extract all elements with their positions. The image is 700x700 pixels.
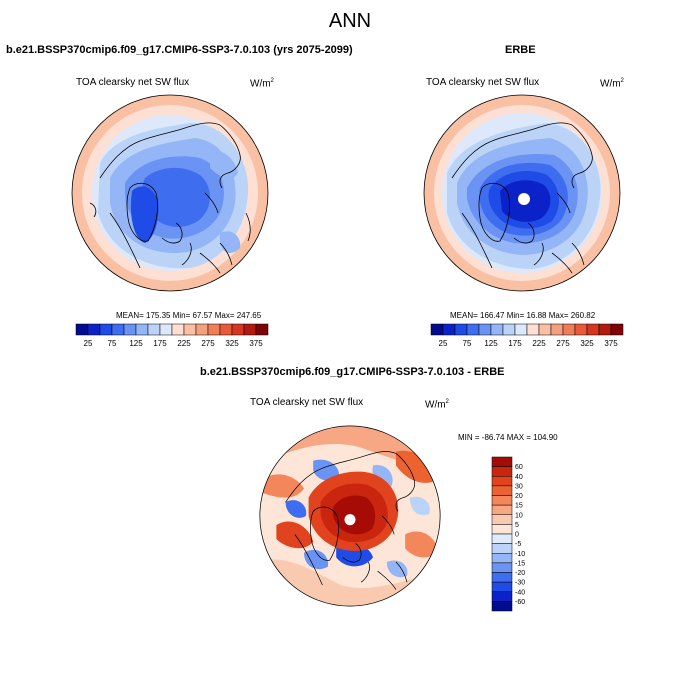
colorbar-cell [111,323,125,336]
colorbar-tick-label: 375 [249,339,263,348]
colorbar-cell [255,323,269,336]
colorbar-tick-label: -40 [515,589,525,596]
colorbar-cell [538,323,552,336]
colorbar-tick-label: -5 [515,541,521,548]
colorbar-tick-label: 275 [201,339,215,348]
colorbar-cell [610,323,624,336]
panel1-case-title: b.e21.BSSP370cmip6.f09_g17.CMIP6-SSP3-7.… [6,44,353,56]
colorbar-tick-label: 75 [463,339,472,348]
panel1-field-label: TOA clearsky net SW flux [76,77,190,88]
colorbar-cell [491,553,513,564]
colorbar-cell [466,323,480,336]
colorbar-cell [430,323,444,336]
colorbar-cell [491,591,513,602]
colorbar-cell [491,504,513,515]
colorbar-tick-label: 75 [108,339,117,348]
colorbar-cell [454,323,468,336]
colorbar-cell [562,323,576,336]
colorbar-cell [123,323,137,336]
panel2-case-title: ERBE [505,44,536,56]
panel2-colorbar: 25 75 125 175 225 275 325 375 [430,323,624,348]
colorbar-tick-label: 125 [129,339,143,348]
panel3-polar-map [259,425,441,607]
panel2-stats: MEAN= 166.47 Min= 16.88 Max= 260.82 [450,311,596,320]
panel1-colorbar: 25 75 125 175 225 275 325 375 [75,323,269,348]
colorbar-tick-label: -60 [515,599,525,606]
colorbar-cell [491,533,513,544]
colorbar-tick-label: 225 [532,339,546,348]
colorbar-tick-label: 20 [515,493,523,500]
colorbar-tick-label: 25 [84,339,93,348]
colorbar-cell [550,323,564,336]
colorbar-cell [490,323,504,336]
colorbar-cell [491,466,513,477]
colorbar-cell [514,323,528,336]
colorbar-tick-label: 325 [580,339,594,348]
colorbar-tick-label: 40 [515,474,523,481]
colorbar-tick-label: 15 [515,503,523,510]
colorbar-tick-label: 325 [225,339,239,348]
colorbar-cell [526,323,540,336]
panel3-colorbar: 60 40 30 20 15 10 5 0 -5 -10 -15 -20 -30 -40 -60 [491,456,525,612]
colorbar-cell [219,323,233,336]
colorbar-tick-label: 5 [515,522,519,529]
colorbar-tick-label: 0 [515,532,519,539]
colorbar-cell [491,601,513,612]
colorbar-cell [171,323,185,336]
colorbar-cell [502,323,516,336]
colorbar-tick-label: -15 [515,560,525,567]
colorbar-cell [491,562,513,573]
colorbar-cell [147,323,161,336]
colorbar-cell [491,543,513,554]
colorbar-cell [491,572,513,583]
colorbar-cell [598,323,612,336]
colorbar-tick-label: -10 [515,551,525,558]
colorbar-cell [586,323,600,336]
colorbar-cell [491,485,513,496]
colorbar-tick-label: 10 [515,512,523,519]
panel3-field-label: TOA clearsky net SW flux [250,397,364,408]
colorbar-cell [491,476,513,487]
panel2-field-label: TOA clearsky net SW flux [426,77,540,88]
colorbar-tick-label: 60 [515,464,523,471]
colorbar-cell [207,323,221,336]
colorbar-tick-label: -30 [515,580,525,587]
colorbar-cell [491,524,513,535]
colorbar-cell [491,456,513,467]
colorbar-tick-label: 125 [484,339,498,348]
colorbar-tick-label: -20 [515,570,525,577]
panel3-units: W/m2 [425,399,449,411]
colorbar-cell [491,495,513,506]
colorbar-tick-label: 375 [604,339,618,348]
colorbar-tick-label: 175 [508,339,522,348]
panel3-case-title: b.e21.BSSP370cmip6.f09_g17.CMIP6-SSP3-7.… [200,366,505,378]
colorbar-cell [491,581,513,592]
colorbar-cell [491,514,513,525]
colorbar-cell [478,323,492,336]
panel2-units: W/m2 [600,78,624,90]
panel1-stats: MEAN= 175.35 Min= 67.57 Max= 247.65 [116,311,262,320]
colorbar-tick-label: 175 [153,339,167,348]
colorbar-tick-label: 225 [177,339,191,348]
panel2-polar-map [423,94,621,292]
colorbar-cell [183,323,197,336]
colorbar-cell [87,323,101,336]
colorbar-tick-label: 30 [515,483,523,490]
panel1-units: W/m2 [250,78,274,90]
panel3-stats: MIN = -86.74 MAX = 104.90 [458,433,558,442]
colorbar-cell [195,323,209,336]
colorbar-cell [135,323,149,336]
colorbar-cell [442,323,456,336]
colorbar-cell [574,323,588,336]
colorbar-cell [99,323,113,336]
colorbar-cell [231,323,245,336]
colorbar-cell [75,323,89,336]
colorbar-cell [243,323,257,336]
figure-title: ANN [328,10,372,32]
colorbar-cell [159,323,173,336]
colorbar-tick-label: 275 [556,339,570,348]
panel1-polar-map [71,94,269,292]
colorbar-tick-label: 25 [439,339,448,348]
